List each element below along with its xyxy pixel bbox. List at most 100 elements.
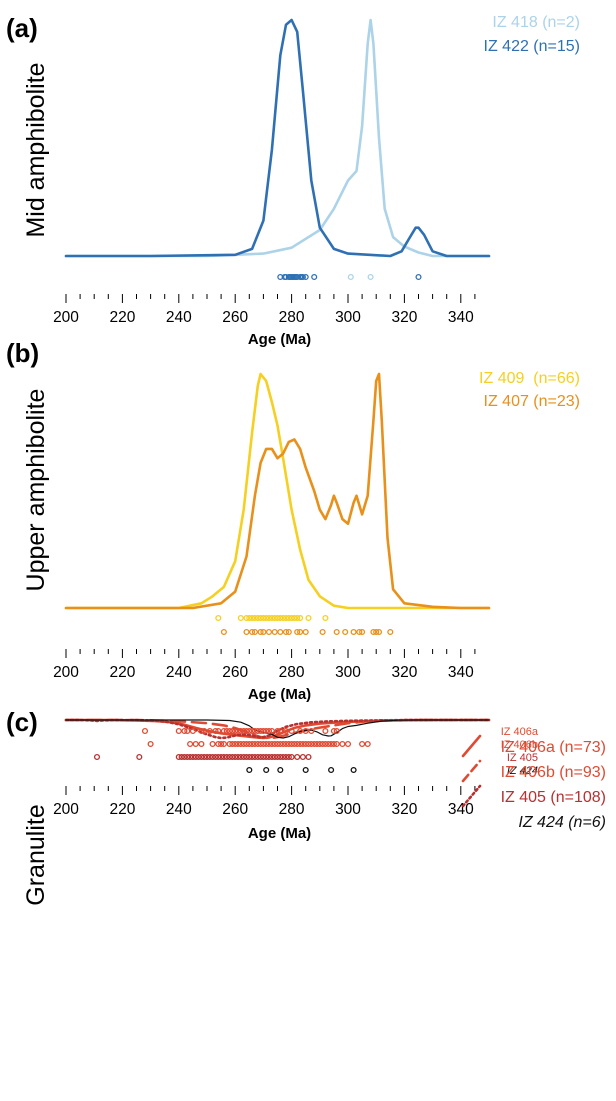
age-dot [246, 614, 253, 622]
x-axis-label: Age (Ma) [248, 686, 311, 703]
age-dot [226, 740, 233, 748]
age-dot [265, 740, 273, 748]
age-dot [240, 727, 247, 735]
age-dot [282, 727, 290, 735]
age-dot [322, 740, 329, 748]
density-curve-iz-418 [64, 18, 491, 258]
x-tick-label: 340 [448, 664, 474, 681]
age-dot [294, 740, 301, 748]
age-dot [271, 628, 278, 636]
age-dot [257, 614, 264, 622]
age-dot [328, 740, 335, 748]
age-dot [187, 740, 194, 748]
age-dot [201, 753, 208, 761]
age-dot [232, 740, 239, 748]
x-axis-label: Age (Ma) [248, 331, 311, 348]
age-dot [249, 740, 256, 748]
age-dot [387, 628, 394, 636]
age-dot [263, 766, 270, 774]
x-tick-label: 280 [279, 309, 305, 326]
age-dot [209, 753, 216, 761]
age-dot [282, 614, 290, 622]
age-dot [257, 753, 264, 761]
age-dot [297, 628, 304, 636]
legend-label: IZ 406a (n=73) [501, 739, 606, 756]
age-dot [237, 740, 244, 748]
age-dot [271, 614, 278, 622]
age-dot [215, 614, 222, 622]
age-dot [344, 740, 352, 748]
age-dot [359, 740, 366, 748]
age-dot [373, 628, 380, 636]
age-dot [308, 727, 315, 735]
age-dot [271, 740, 278, 748]
age-dot [268, 740, 275, 748]
age-dot [198, 727, 205, 735]
age-dot [237, 614, 244, 622]
age-dot [175, 727, 182, 735]
age-dot [93, 753, 101, 761]
x-tick-label: 300 [335, 309, 361, 326]
age-dot [299, 753, 306, 761]
age-dot [184, 727, 191, 735]
age-dot [220, 628, 227, 636]
sample-label: IZ 405 [507, 752, 538, 764]
x-tick-label: 260 [222, 801, 248, 818]
age-dot [274, 740, 281, 748]
panel-label: (c) [6, 707, 38, 737]
x-tick-label: 320 [391, 664, 417, 681]
age-dot [370, 628, 377, 636]
age-dot [328, 766, 335, 774]
age-dot [274, 727, 281, 735]
age-dot [243, 614, 250, 622]
age-dot [237, 727, 244, 735]
age-dot [265, 628, 273, 636]
age-dot [249, 628, 256, 636]
x-tick-label: 260 [222, 309, 248, 326]
age-dot [302, 727, 309, 735]
age-dot [226, 727, 233, 735]
age-dot [291, 740, 298, 748]
legend-label: IZ 418 (n=2) [492, 14, 580, 31]
age-dot [359, 628, 366, 636]
age-dot [322, 614, 329, 622]
age-dot [187, 753, 194, 761]
legend-label: IZ 405 (n=108) [501, 789, 606, 806]
age-dot [257, 727, 264, 735]
sample-label: IZ 406b [501, 739, 538, 751]
age-dot [263, 614, 270, 622]
age-dot [288, 753, 295, 761]
age-dot [141, 727, 149, 735]
age-dot [302, 766, 309, 774]
age-dot [415, 273, 422, 281]
age-dot [294, 614, 301, 622]
age-dot [251, 740, 258, 748]
age-dot [333, 740, 340, 748]
age-dot [212, 727, 219, 735]
age-dot [319, 740, 326, 748]
age-dot [330, 740, 337, 748]
age-dot [246, 753, 253, 761]
age-dot [232, 753, 239, 761]
age-dot [350, 628, 357, 636]
age-dot [265, 614, 273, 622]
age-dot [212, 753, 219, 761]
panel-1: (a) Mid amphibolite 200 220 240 260 280 300 320 3… [6, 13, 580, 348]
age-dot [285, 628, 292, 636]
y-axis-label: Mid amphibolite [22, 62, 50, 237]
age-dot [347, 273, 354, 281]
age-dot [243, 753, 250, 761]
age-dot [282, 753, 290, 761]
age-dot [226, 753, 233, 761]
density-curve-iz-422 [64, 18, 491, 258]
age-dot [260, 727, 267, 735]
age-dot [265, 727, 273, 735]
y-axis-label: Upper amphibolite [22, 389, 50, 592]
age-dot [192, 753, 199, 761]
age-dot [288, 727, 295, 735]
age-dot [198, 753, 205, 761]
age-dot [249, 614, 256, 622]
age-dot [322, 727, 329, 735]
x-tick-label: 340 [448, 801, 474, 818]
